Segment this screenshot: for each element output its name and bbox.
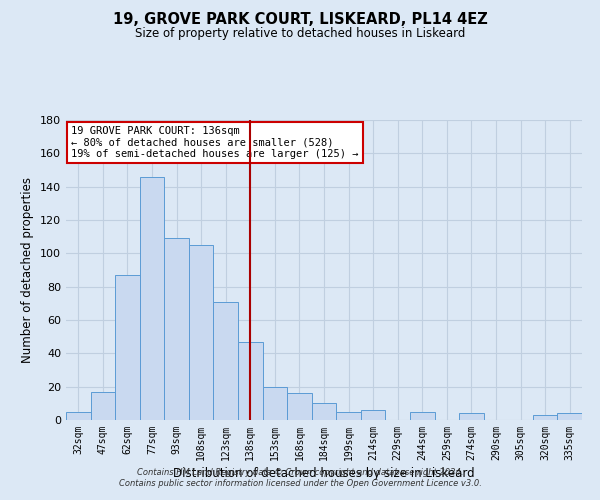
Text: Contains HM Land Registry data © Crown copyright and database right 2024.
Contai: Contains HM Land Registry data © Crown c… (119, 468, 481, 487)
Bar (336, 412, 361, 420)
Text: 19 GROVE PARK COURT: 136sqm
← 80% of detached houses are smaller (528)
19% of se: 19 GROVE PARK COURT: 136sqm ← 80% of det… (71, 126, 359, 159)
Bar (91, 392, 115, 420)
Bar (214, 302, 238, 420)
Bar (557, 414, 582, 420)
Bar (140, 176, 164, 420)
Bar (312, 404, 336, 420)
Text: Size of property relative to detached houses in Liskeard: Size of property relative to detached ho… (135, 28, 465, 40)
Bar (263, 386, 287, 420)
Bar (287, 394, 312, 420)
Bar (410, 412, 434, 420)
X-axis label: Distribution of detached houses by size in Liskeard: Distribution of detached houses by size … (173, 467, 475, 480)
Bar (115, 275, 140, 420)
Bar (238, 342, 263, 420)
Bar (164, 238, 189, 420)
Bar (361, 410, 385, 420)
Bar (189, 245, 214, 420)
Bar (533, 415, 557, 420)
Text: 19, GROVE PARK COURT, LISKEARD, PL14 4EZ: 19, GROVE PARK COURT, LISKEARD, PL14 4EZ (113, 12, 487, 28)
Bar (459, 414, 484, 420)
Y-axis label: Number of detached properties: Number of detached properties (22, 177, 34, 363)
Bar (66, 412, 91, 420)
